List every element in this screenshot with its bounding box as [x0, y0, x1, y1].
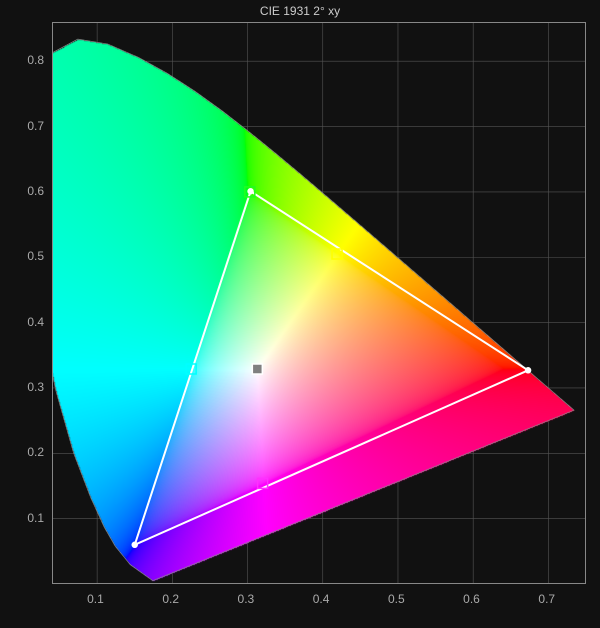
y-tick-label: 0.8 — [27, 53, 44, 67]
x-tick-label: 0.2 — [162, 592, 179, 606]
y-tick-label: 0.2 — [27, 445, 44, 459]
y-tick-label: 0.5 — [27, 249, 44, 263]
x-tick-label: 0.6 — [463, 592, 480, 606]
chart-panel: CIE 1931 2° xy 0.1 0.2 0.3 0.4 0.5 0.6 0.7 0.8 0… — [0, 0, 600, 628]
y-tick-label: 0.6 — [27, 184, 44, 198]
x-tick-label: 0.7 — [538, 592, 555, 606]
y-tick-label: 0.4 — [27, 315, 44, 329]
x-tick-label: 0.3 — [238, 592, 255, 606]
white-point-marker — [252, 364, 262, 374]
chart-title: CIE 1931 2° xy — [0, 4, 600, 18]
red-vertex-marker — [526, 368, 531, 373]
x-tick-label: 0.5 — [388, 592, 405, 606]
y-tick-label: 0.1 — [27, 511, 44, 525]
y-tick-label: 0.7 — [27, 119, 44, 133]
x-tick-label: 0.1 — [87, 592, 104, 606]
cie-plot-area — [52, 22, 586, 584]
green-vertex-marker — [248, 189, 253, 194]
y-tick-label: 0.3 — [27, 380, 44, 394]
blue-vertex-marker — [132, 542, 137, 547]
x-tick-label: 0.4 — [313, 592, 330, 606]
cie-gamut-fill — [52, 22, 586, 584]
